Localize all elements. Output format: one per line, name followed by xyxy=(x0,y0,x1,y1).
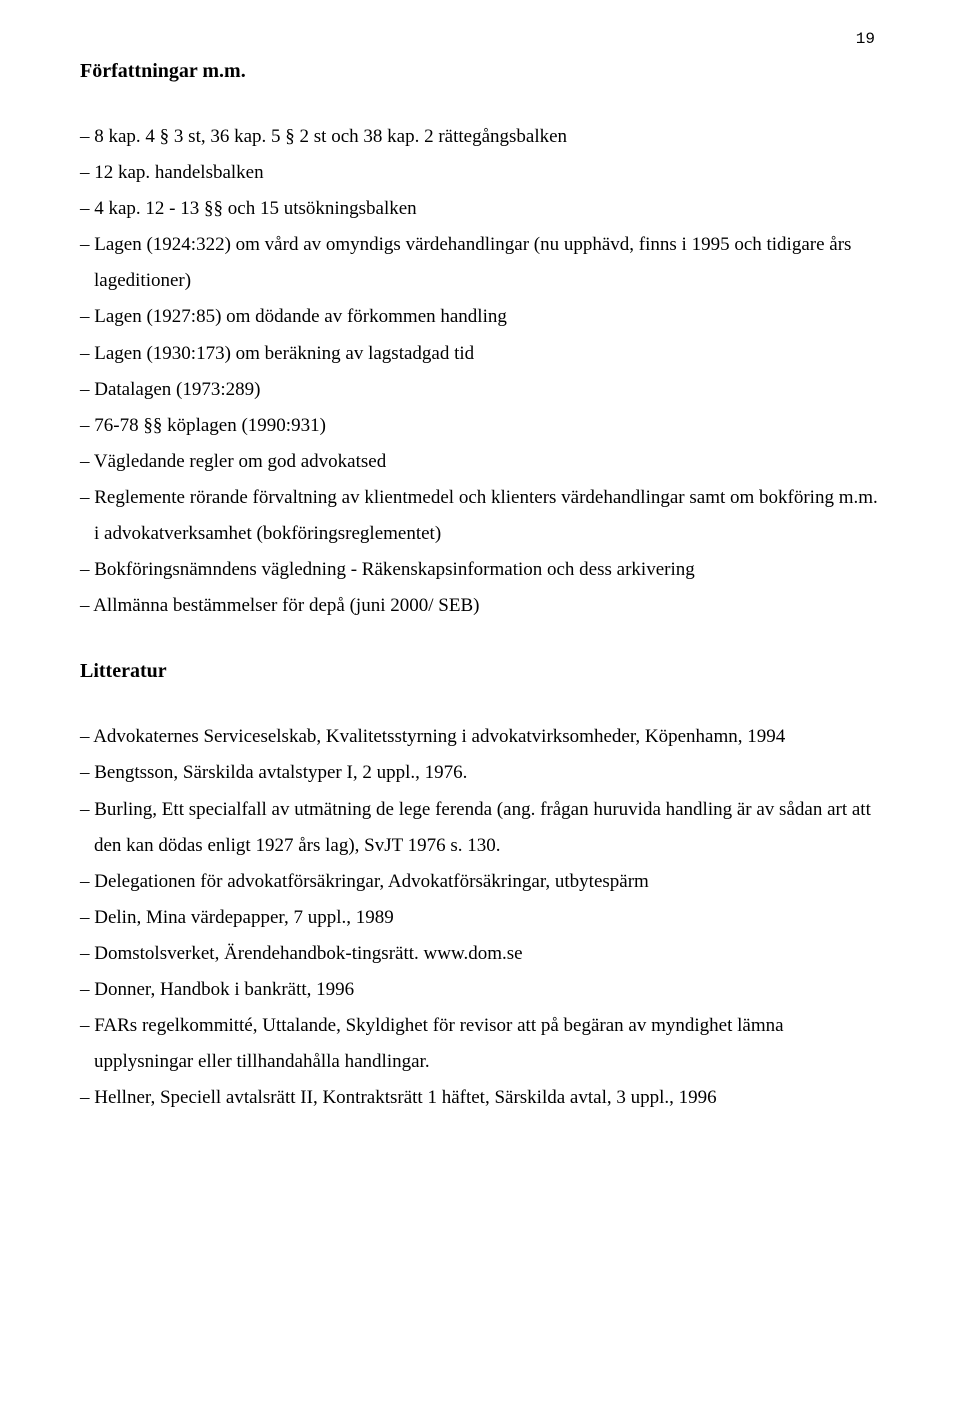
section-heading-literature: Litteratur xyxy=(80,660,880,683)
list-item: – Lagen (1927:85) om dödande av förkomme… xyxy=(80,299,880,335)
literature-list: – Advokaternes Serviceselskab, Kvalitets… xyxy=(80,719,880,1116)
list-item: – Delegationen för advokatförsäkringar, … xyxy=(80,864,880,900)
list-item: – Allmänna bestämmelser för depå (juni 2… xyxy=(80,588,880,624)
list-item: – Domstolsverket, Ärendehandbok-tingsrät… xyxy=(80,936,880,972)
page-number: 19 xyxy=(856,30,875,48)
list-item: – Vägledande regler om god advokatsed xyxy=(80,444,880,480)
list-item: – Bokföringsnämndens vägledning - Räkens… xyxy=(80,552,880,588)
list-item: – Lagen (1930:173) om beräkning av lagst… xyxy=(80,336,880,372)
list-item: – Bengtsson, Särskilda avtalstyper I, 2 … xyxy=(80,755,880,791)
list-item: – 12 kap. handelsbalken xyxy=(80,155,880,191)
list-item: – Donner, Handbok i bankrätt, 1996 xyxy=(80,972,880,1008)
list-item: – Delin, Mina värdepapper, 7 uppl., 1989 xyxy=(80,900,880,936)
section-heading-authors: Författningar m.m. xyxy=(80,60,880,83)
list-item: – Hellner, Speciell avtalsrätt II, Kontr… xyxy=(80,1080,880,1116)
list-item: – 4 kap. 12 - 13 §§ och 15 utsökningsbal… xyxy=(80,191,880,227)
list-item: – FARs regelkommitté, Uttalande, Skyldig… xyxy=(80,1008,880,1080)
list-item: – Reglemente rörande förvaltning av klie… xyxy=(80,480,880,552)
list-item: – Burling, Ett specialfall av utmätning … xyxy=(80,792,880,864)
list-item: – 76-78 §§ köplagen (1990:931) xyxy=(80,408,880,444)
list-item: – 8 kap. 4 § 3 st, 36 kap. 5 § 2 st och … xyxy=(80,119,880,155)
list-item: – Datalagen (1973:289) xyxy=(80,372,880,408)
author-list: – 8 kap. 4 § 3 st, 36 kap. 5 § 2 st och … xyxy=(80,119,880,624)
list-item: – Advokaternes Serviceselskab, Kvalitets… xyxy=(80,719,880,755)
list-item: – Lagen (1924:322) om vård av omyndigs v… xyxy=(80,227,880,299)
